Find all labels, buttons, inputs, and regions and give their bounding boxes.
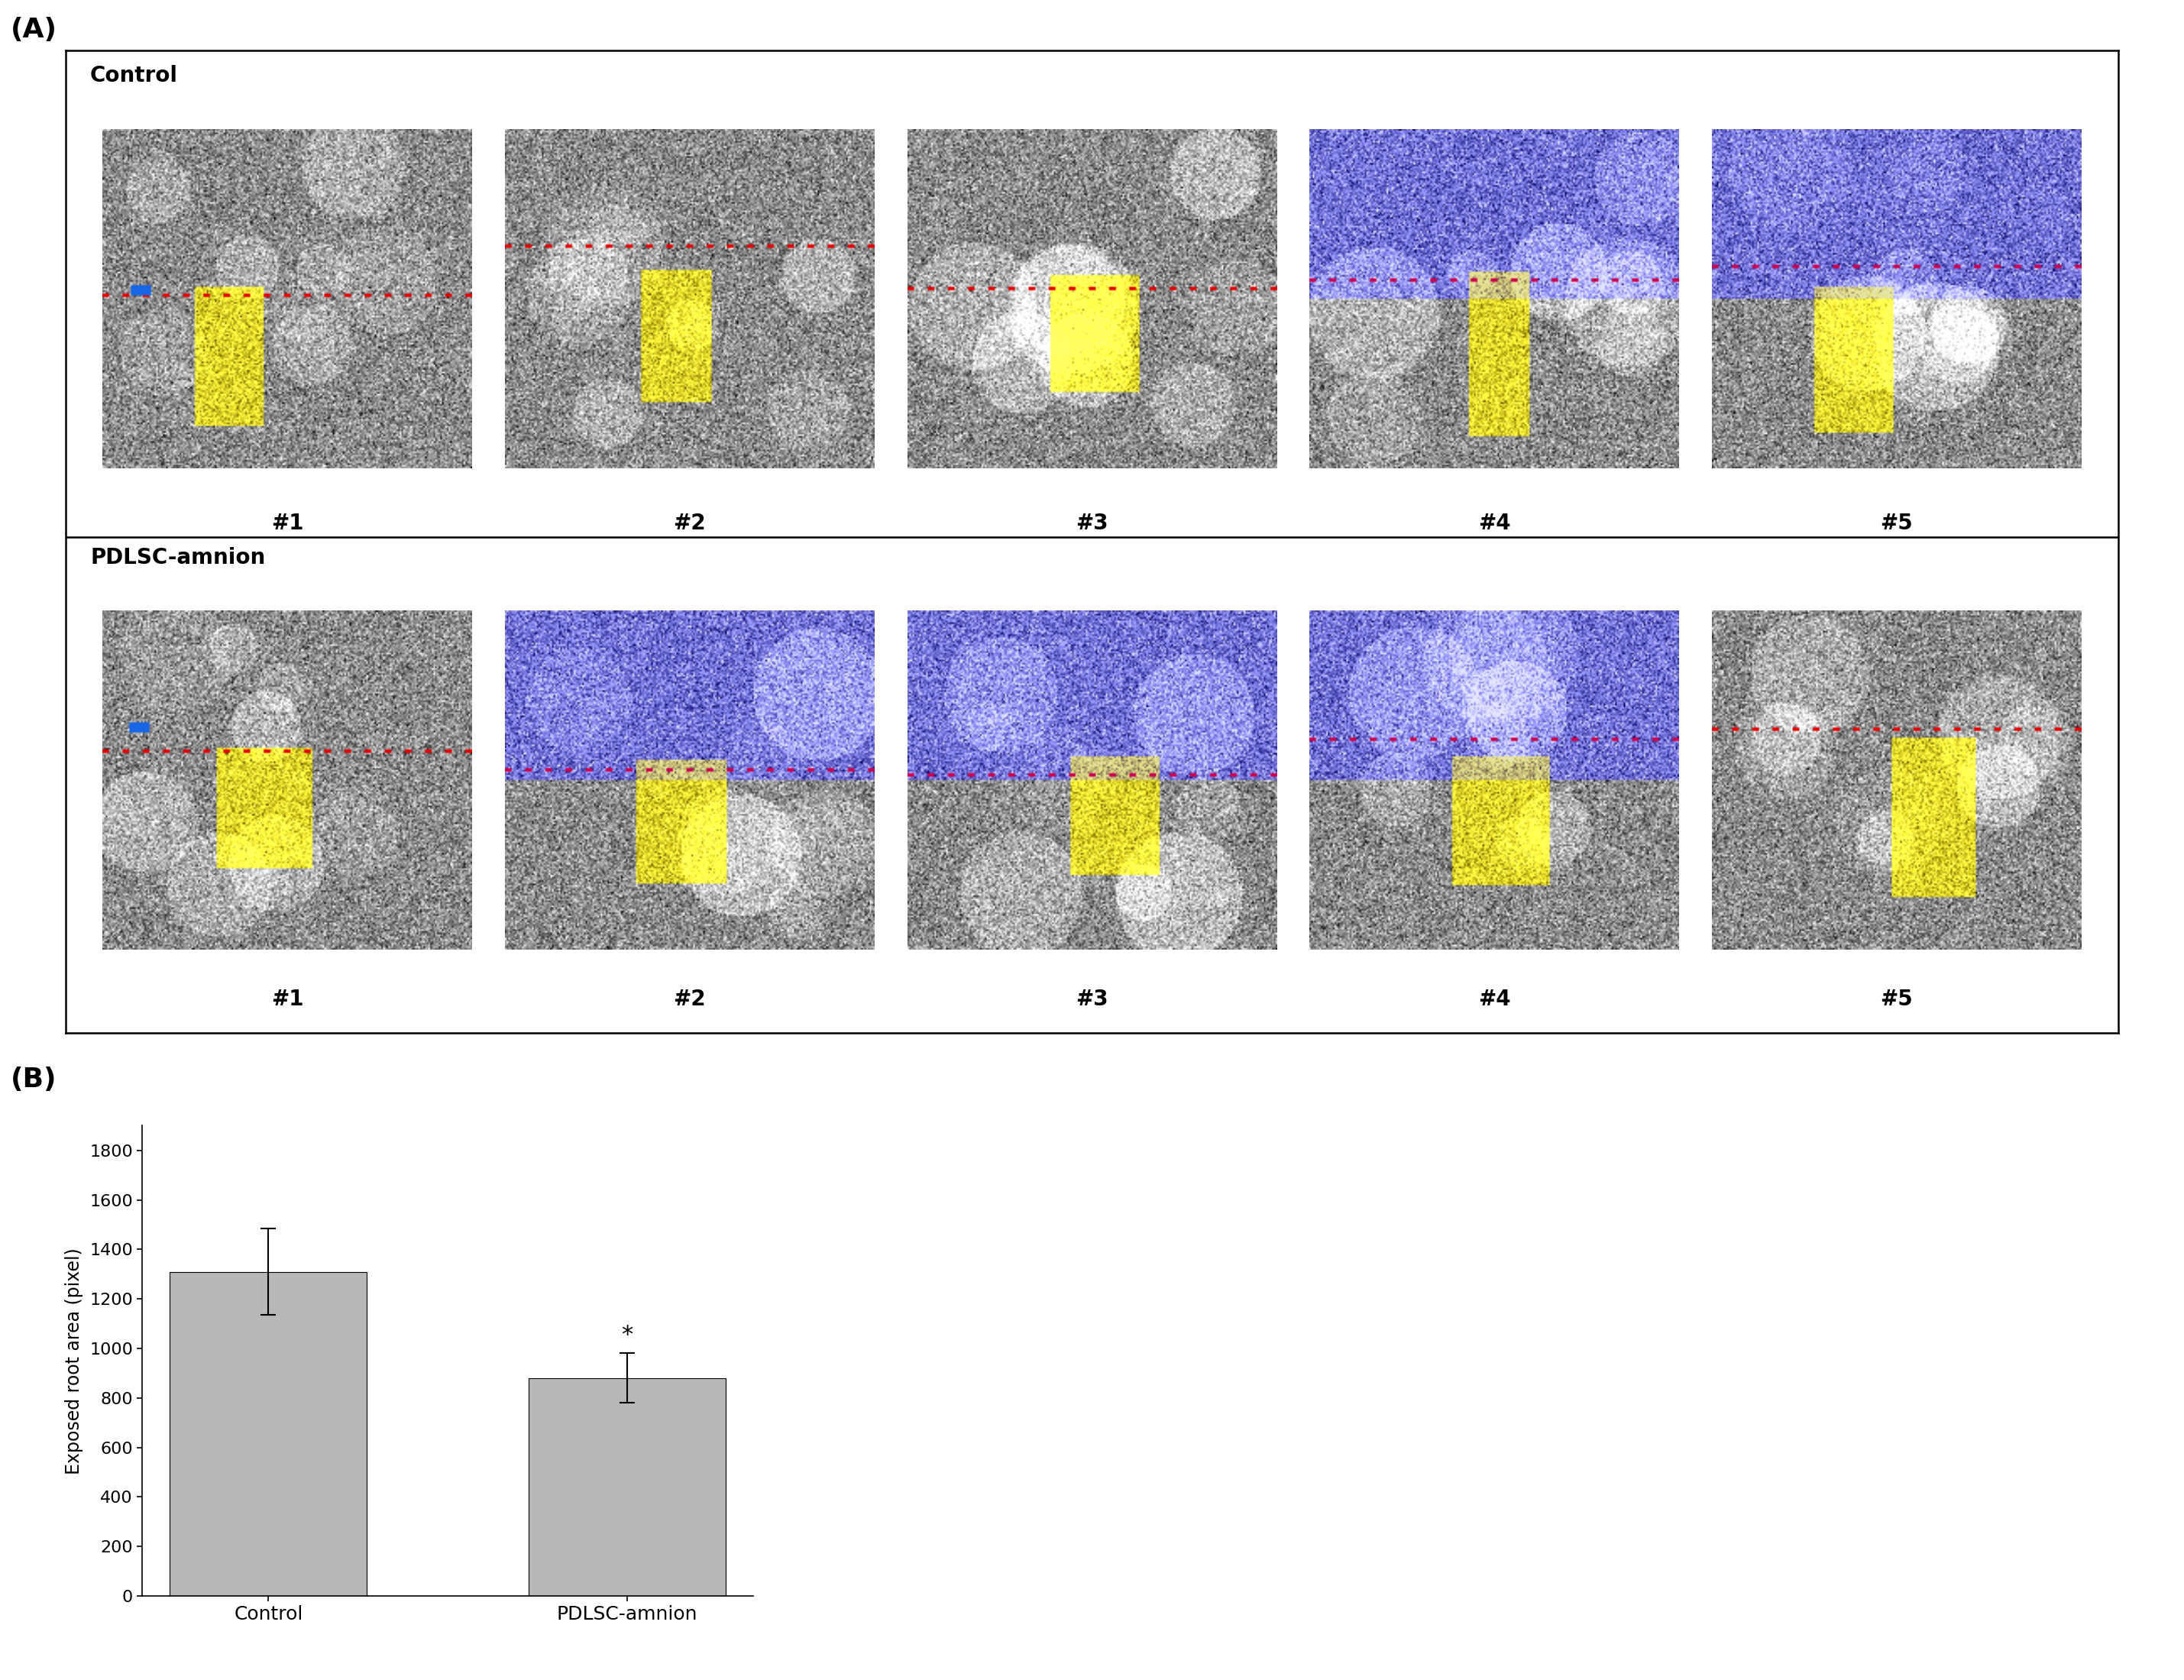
- Text: #4: #4: [1479, 990, 1511, 1010]
- Text: #5: #5: [1880, 512, 1913, 534]
- Text: PDLSC-amnion: PDLSC-amnion: [90, 546, 264, 568]
- Text: (B): (B): [11, 1067, 57, 1092]
- Text: #3: #3: [1077, 990, 1107, 1010]
- Text: #1: #1: [271, 512, 304, 534]
- Text: (A): (A): [11, 17, 57, 42]
- Text: #4: #4: [1479, 512, 1511, 534]
- Text: #2: #2: [673, 990, 705, 1010]
- Bar: [529, 1378, 725, 1596]
- Text: *: *: [620, 1324, 633, 1346]
- Text: #2: #2: [673, 512, 705, 534]
- Text: #1: #1: [271, 990, 304, 1010]
- Text: Control: Control: [90, 66, 179, 87]
- Y-axis label: Exposed root area (pixel): Exposed root area (pixel): [66, 1248, 83, 1473]
- Text: #5: #5: [1880, 990, 1913, 1010]
- Text: #3: #3: [1077, 512, 1107, 534]
- Bar: [170, 1272, 367, 1596]
